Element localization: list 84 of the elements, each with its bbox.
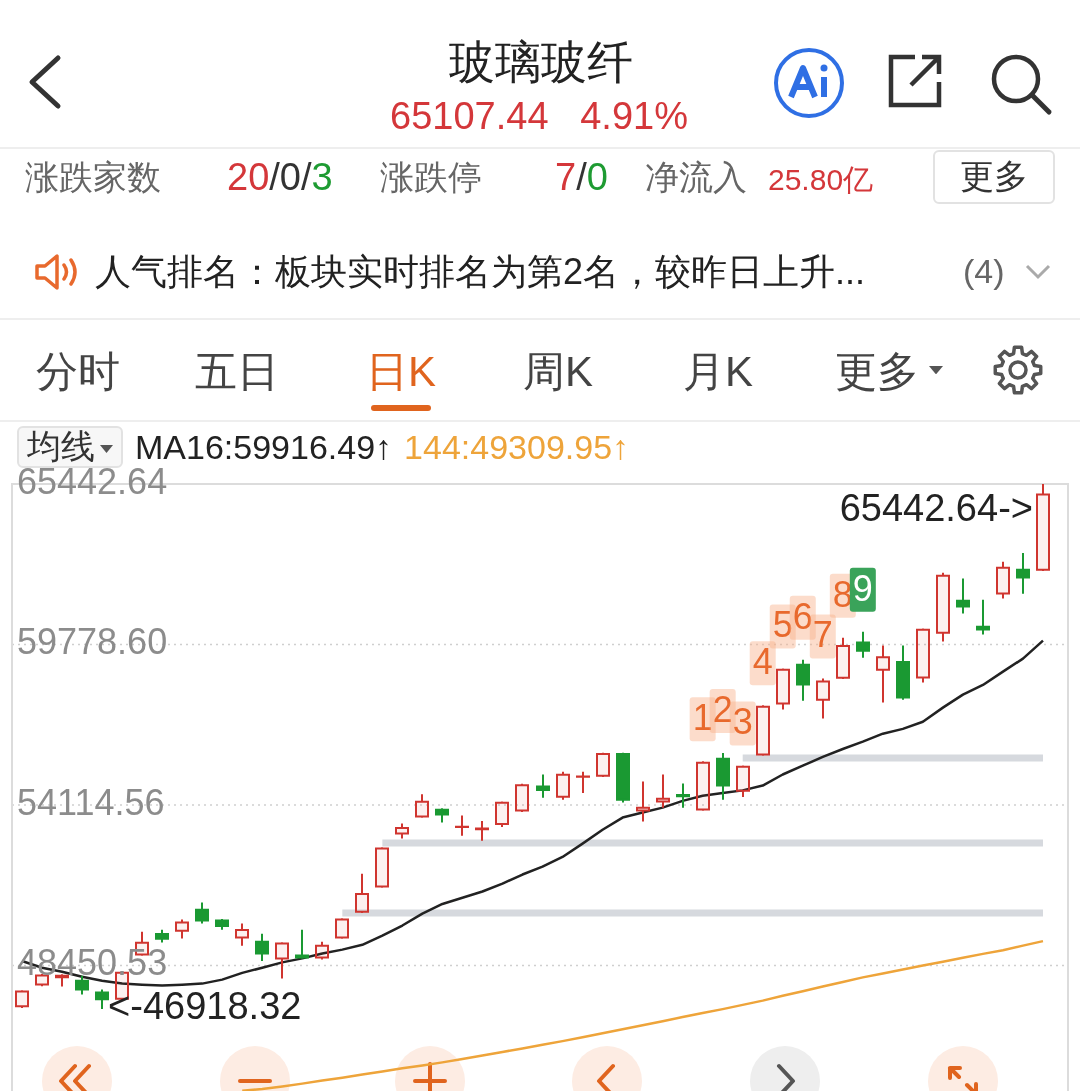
annotation: <-46918.32 — [108, 985, 302, 1028]
candlestick — [515, 782, 529, 813]
chart-title: 玻璃玻纤 — [449, 35, 633, 89]
candlestick — [536, 773, 550, 799]
text: 五日 — [195, 347, 279, 397]
text: 9 — [852, 567, 873, 609]
candlestick — [976, 598, 990, 636]
text: 20/0/3 — [227, 156, 333, 199]
text: 144:49309.95↑ — [404, 427, 630, 467]
legend-title: 均线 — [27, 426, 95, 467]
annotation: 65442.64-> — [839, 487, 1033, 530]
candlestick — [395, 822, 409, 840]
candlestick — [736, 764, 750, 798]
candlestick — [896, 644, 910, 701]
candlestick — [936, 571, 950, 643]
candlestick — [676, 782, 690, 809]
candlestick — [315, 940, 329, 961]
y-tick-label: 48450.53 — [17, 942, 168, 984]
candlestick — [596, 751, 610, 779]
text: (4) — [963, 252, 1005, 292]
candlestick — [15, 989, 29, 1009]
text: 月K — [682, 347, 754, 397]
text: 涨跌停 — [380, 158, 482, 198]
candlestick — [616, 751, 630, 804]
candlestick — [55, 973, 69, 988]
candlestick — [155, 928, 169, 944]
candlestick — [656, 773, 670, 809]
candlestick — [876, 644, 890, 704]
dropdown-button: 均线 — [17, 426, 123, 468]
candlestick — [215, 918, 229, 931]
text: 分时 — [36, 347, 120, 397]
text: 4 — [752, 641, 773, 683]
candlestick — [716, 751, 730, 801]
candlestick — [636, 780, 650, 823]
candlestick — [916, 627, 930, 684]
text: 涨跌家数 — [25, 158, 161, 198]
candlestick — [255, 932, 269, 962]
candlestick — [375, 846, 389, 889]
text: 2 — [712, 688, 733, 730]
candlestick — [195, 901, 209, 925]
candlestick — [856, 630, 870, 659]
candlestick — [295, 928, 309, 960]
y-tick-label: 59778.60 — [17, 621, 168, 663]
text: 周K — [522, 347, 594, 397]
text: 更多 — [835, 347, 919, 397]
candlestick — [836, 636, 850, 681]
candlestick — [756, 704, 770, 757]
text: 1 — [692, 697, 713, 739]
candlestick — [335, 917, 349, 940]
chart-subtitle: 65107.44 4.91% — [390, 95, 688, 139]
candlestick — [776, 667, 790, 711]
candlestick — [435, 807, 449, 824]
text: 人气排名：板块实时排名为第2名，较昨日上升... — [95, 251, 866, 293]
candlestick — [455, 814, 469, 837]
candlestick — [816, 677, 830, 720]
candlestick — [355, 872, 369, 915]
candlestick — [996, 560, 1010, 600]
text: 日K — [365, 347, 437, 397]
text: 3 — [732, 701, 753, 743]
candlestick — [235, 922, 249, 947]
text: 7 — [812, 614, 833, 656]
candlestick — [956, 577, 970, 615]
candlestick — [696, 760, 710, 812]
candlestick — [175, 918, 189, 940]
text: 6 — [792, 595, 813, 637]
text: 25.80亿 — [768, 162, 874, 198]
text: 5 — [772, 604, 793, 646]
candlestick — [796, 658, 810, 702]
y-tick-label: 54114.56 — [17, 781, 165, 823]
button: 更多 — [933, 150, 1055, 204]
text: MA16:59916.49↑ — [135, 427, 393, 467]
candlestick — [1016, 551, 1030, 595]
candlestick — [475, 819, 489, 842]
candlestick — [75, 974, 89, 996]
candlestick — [95, 988, 109, 1010]
candlestick — [495, 800, 509, 828]
candlestick — [275, 941, 289, 980]
candlestick — [1036, 483, 1050, 573]
text: 7/0 — [555, 156, 608, 199]
candlestick — [556, 770, 570, 801]
text: 8 — [832, 573, 853, 615]
candlestick — [415, 793, 429, 819]
candlestick — [576, 770, 590, 794]
text: 净流入 — [645, 158, 747, 198]
